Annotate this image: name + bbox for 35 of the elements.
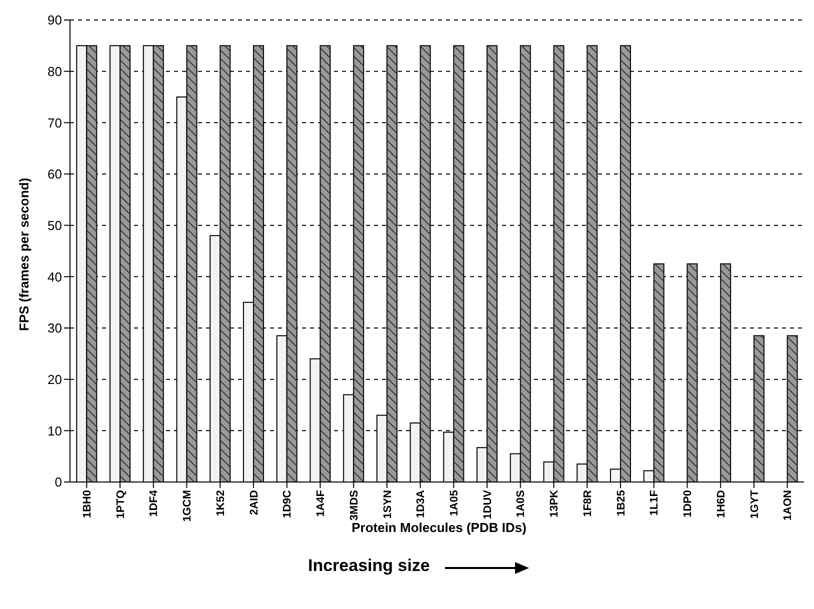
x-tick-label: 1D3A (415, 490, 428, 518)
x-tick-label: 1DP0 (682, 490, 694, 518)
x-tick-label: 1D9C (282, 490, 294, 518)
y-tick-label: 0 (54, 474, 62, 490)
x-tick-label: 1K52 (214, 490, 227, 516)
x-tick-label: 1A4F (315, 490, 328, 517)
x-tick-label: 1A0S (515, 490, 528, 518)
x-tick-label: 1A05 (448, 490, 460, 516)
y-axis-title: FPS (frames per second) (16, 178, 32, 331)
y-tick-label: 10 (48, 423, 62, 438)
x-tick-label: 1L1F (648, 490, 661, 516)
y-tick-label: 30 (48, 320, 62, 336)
x-tick-label: 1DF4 (148, 489, 160, 517)
x-tick-label: 2AID (248, 490, 260, 516)
x-tick-label: 1PTQ (114, 490, 127, 519)
x-tick-label: 3MDS (348, 490, 360, 521)
y-tick-label: 20 (48, 372, 62, 387)
y-tick-label: 60 (48, 166, 62, 182)
y-tick-label: 40 (48, 269, 62, 284)
x-tick-label: 1AON (782, 490, 794, 521)
x-tick-label: 1BH0 (81, 490, 94, 518)
x-tick-label: 1GCM (182, 490, 194, 522)
y-tick-label: 50 (48, 218, 62, 233)
x-axis-title: Protein Molecules (PDB IDs) (352, 520, 528, 535)
y-tick-label: 70 (48, 115, 62, 130)
text: Increasing size (308, 556, 430, 576)
x-tick-label: 1SYN (382, 490, 394, 519)
y-tick-label: 80 (48, 64, 62, 79)
x-tick-label: 1GYT (748, 490, 761, 519)
x-tick-label: 1F8R (582, 490, 594, 517)
x-tick-label: 13PK (548, 490, 561, 518)
x-tick-label: 1DUV (482, 489, 494, 520)
y-tick-label: 90 (48, 12, 62, 28)
x-tick-label: 1B25 (615, 490, 628, 516)
x-tick-label: 1H6D (715, 490, 728, 518)
